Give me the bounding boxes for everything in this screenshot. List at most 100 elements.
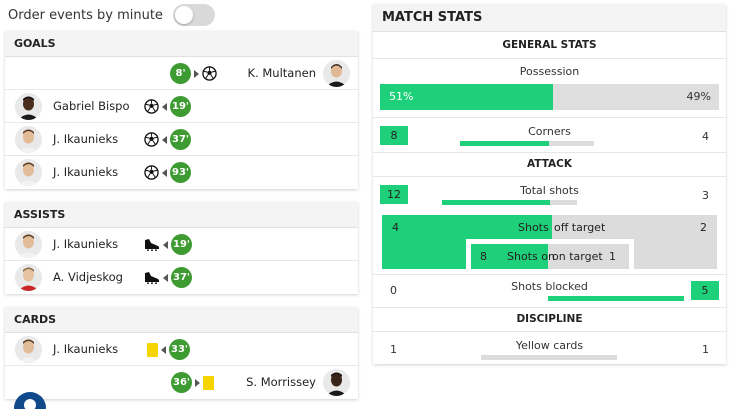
goal-row: Gabriel Bispo 19' (5, 90, 358, 123)
possession-away-value: 49% (686, 90, 711, 103)
assists-title: ASSISTS (5, 202, 358, 228)
shots-blocked-bar (548, 296, 684, 301)
shots-blocked-away-value: 5 (691, 281, 719, 300)
soccer-ball-icon (144, 99, 159, 114)
goal-event: 8' (170, 57, 217, 90)
corners-home-value: 8 (380, 126, 408, 145)
player-name[interactable]: S. Morrissey (246, 375, 316, 389)
player-name[interactable]: J. Ikaunieks (53, 165, 119, 179)
soccer-ball-icon (144, 132, 159, 147)
yellow-card-icon (147, 342, 158, 357)
player-avatar[interactable] (15, 231, 42, 258)
arrow-left-icon (163, 240, 168, 249)
player-name[interactable]: J. Ikaunieks (53, 342, 119, 356)
yellow-card-icon (203, 375, 214, 390)
goal-event: 19' (144, 90, 191, 123)
shots-on-target-away-area (548, 244, 629, 269)
player-name[interactable]: K. Multanen (247, 66, 316, 80)
player-avatar[interactable] (15, 336, 42, 363)
yellow-cards-label: Yellow cards (515, 339, 584, 352)
minute-badge: 37' (171, 267, 192, 288)
minute-badge: 93' (170, 162, 191, 183)
divider (373, 331, 726, 332)
total-shots-home-value: 12 (380, 185, 408, 204)
yellow-cards-away-value: 1 (702, 343, 709, 356)
arrow-left-icon (161, 345, 166, 354)
shots-blocked-label: Shots blocked (511, 280, 588, 293)
goals-panel: GOALS 8' K. Multanen Gabriel Bispo 19' J… (5, 31, 358, 189)
player-avatar[interactable] (323, 60, 350, 87)
player-name[interactable]: Gabriel Bispo (53, 99, 130, 113)
arrow-left-icon (162, 168, 167, 177)
cards-title: CARDS (5, 307, 358, 333)
shots-on-label: Shots on (507, 250, 555, 263)
arrow-right-icon (194, 69, 199, 78)
shots-off-target-home-value: 4 (392, 221, 399, 234)
divider (373, 117, 726, 118)
goal-row: J. Ikaunieks 93' (5, 156, 358, 189)
shots-on-target-home-value: 8 (480, 250, 487, 263)
total-shots-home-fill (442, 200, 550, 205)
shots-off-target-away-value: 2 (700, 221, 707, 234)
corners-bar (460, 141, 594, 146)
divider (373, 58, 726, 59)
general-stats-title: GENERAL STATS (502, 39, 597, 51)
goal-row: J. Ikaunieks 37' (5, 123, 358, 156)
goals-title: GOALS (5, 31, 358, 57)
total-shots-bar (442, 200, 577, 205)
yellow-cards-bar (481, 355, 617, 360)
player-name[interactable]: J. Ikaunieks (53, 237, 119, 251)
football-boot-icon (145, 239, 160, 251)
total-shots-label: Total shots (520, 184, 579, 197)
soccer-ball-icon (144, 165, 159, 180)
card-row: 36' S. Morrissey (5, 366, 358, 399)
cards-panel: CARDS J. Ikaunieks 33' 36' S. Morrissey (5, 307, 358, 399)
arrow-left-icon (162, 102, 167, 111)
minute-badge: 19' (171, 234, 192, 255)
player-avatar[interactable] (15, 159, 42, 186)
assist-row: J. Ikaunieks 19' (5, 228, 358, 261)
soccer-ball-icon (202, 66, 217, 81)
player-name[interactable]: J. Ikaunieks (53, 132, 119, 146)
arrow-left-icon (162, 135, 167, 144)
order-events-label: Order events by minute (8, 7, 163, 23)
arrow-right-icon (195, 378, 200, 387)
divider (373, 176, 726, 177)
card-row: J. Ikaunieks 33' (5, 333, 358, 366)
possession-bar: 51% 49% (380, 84, 719, 110)
help-chat-button[interactable] (14, 392, 46, 409)
shots-on-target-box: 8 Shots on on target 1 (466, 239, 634, 269)
minute-badge: 19' (170, 96, 191, 117)
assist-row: A. Vidjeskog 37' (5, 261, 358, 294)
minute-badge: 8' (170, 63, 191, 84)
corners-home-fill (460, 141, 549, 146)
football-boot-icon (145, 272, 160, 284)
minute-badge: 37' (170, 129, 191, 150)
player-avatar[interactable] (15, 264, 42, 291)
assists-panel: ASSISTS J. Ikaunieks 19' A. Vidjeskog 37… (5, 202, 358, 294)
goal-event: 37' (144, 123, 191, 156)
player-avatar[interactable] (15, 126, 42, 153)
order-events-toggle[interactable] (172, 4, 215, 26)
possession-home-fill (380, 84, 553, 110)
divider (373, 307, 726, 308)
discipline-title: DISCIPLINE (516, 313, 583, 325)
goal-row: 8' K. Multanen (5, 57, 358, 90)
player-avatar[interactable] (15, 93, 42, 120)
corners-label: Corners (528, 125, 571, 138)
assist-event: 37' (144, 261, 192, 294)
shots-on-target-away-value: 1 (609, 250, 616, 263)
player-name[interactable]: A. Vidjeskog (53, 270, 123, 284)
player-avatar[interactable] (323, 369, 350, 396)
minute-badge: 36' (171, 372, 192, 393)
total-shots-away-value: 3 (702, 189, 709, 202)
divider (373, 274, 726, 275)
order-events-toggle-row: Order events by minute (8, 4, 215, 26)
shots-label: Shots (518, 221, 549, 234)
shots-blocked-home-value: 0 (390, 284, 397, 297)
on-target-label: on target (552, 250, 603, 263)
card-event: 36' (171, 366, 214, 399)
shots-on-target-home-fill (471, 244, 548, 269)
off-target-label: off target (554, 221, 606, 234)
assist-event: 19' (144, 228, 192, 261)
